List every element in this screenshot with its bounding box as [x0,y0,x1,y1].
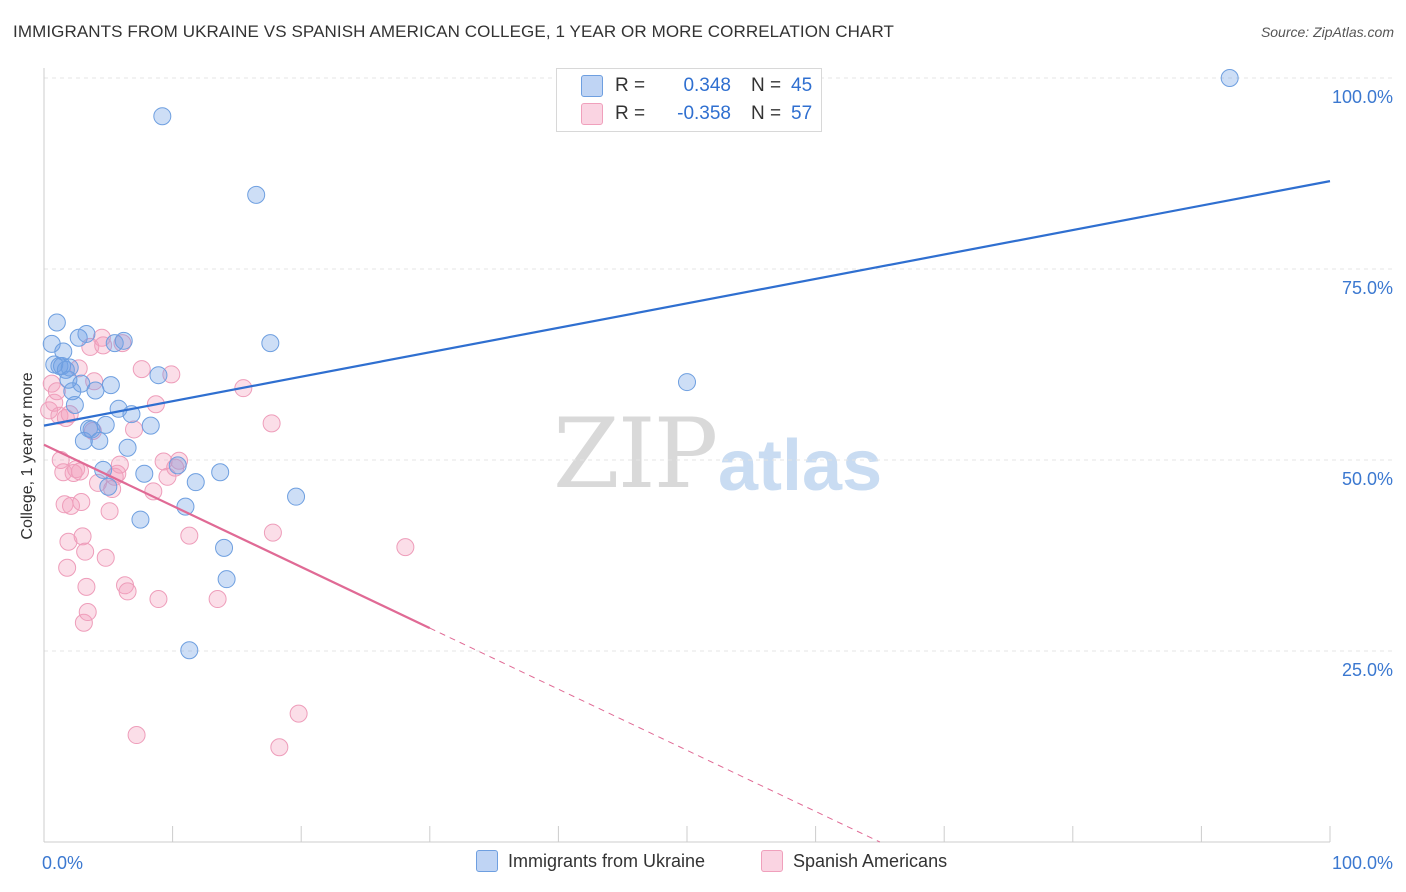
data-point-ukraine [247,185,266,204]
data-point-ukraine [1220,69,1239,87]
source-label: Source: ZipAtlas.com [1260,24,1394,40]
data-point-spanish [76,542,95,561]
x-tick-label: 0.0% [42,853,83,873]
data-point-ukraine [96,415,115,434]
legend-item-ukraine[interactable]: Immigrants from Ukraine [476,850,705,872]
y-tick-label: 100.0% [1332,87,1393,107]
legend-row-ukraine: R = 0.348 N = 45 [581,74,812,98]
n-label: N = [751,75,782,96]
watermark-atlas: atlas [718,426,883,506]
data-point-ukraine [168,456,187,475]
data-point-ukraine [153,107,172,126]
data-point-ukraine [186,473,205,492]
data-point-ukraine [47,313,66,332]
data-point-ukraine [135,464,154,483]
chart-title: IMMIGRANTS FROM UKRAINE VS SPANISH AMERI… [13,22,894,41]
n-label: N = [751,103,782,124]
data-point-ukraine [86,381,105,400]
data-point-spanish [125,420,144,439]
data-point-spanish [149,590,168,609]
r-value: -0.358 [677,103,731,124]
data-point-ukraine [99,477,118,496]
data-point-ukraine [54,342,73,361]
data-point-ukraine [63,382,82,401]
y-tick-label: 75.0% [1342,278,1393,298]
legend-swatch-ukraine [476,850,498,872]
data-point-spanish [289,704,308,723]
data-point-spanish [47,382,66,401]
data-point-ukraine [118,438,137,457]
data-point-spanish [96,548,115,567]
trendline-ukraine [43,180,1331,427]
data-point-ukraine [141,416,160,435]
trendline-spanish [43,443,431,630]
data-point-ukraine [90,431,109,450]
legend-series: Immigrants from Ukraine Spanish American… [0,850,1406,878]
y-tick-label: 25.0% [1342,660,1393,680]
r-value: 0.348 [683,75,731,96]
data-point-ukraine [149,366,168,385]
data-point-spanish [110,455,129,474]
data-point-spanish [132,360,151,379]
data-point-ukraine [211,463,230,482]
data-point-spanish [127,726,146,745]
legend-swatch-spanish [761,850,783,872]
data-point-spanish [396,538,415,557]
data-point-spanish [162,365,181,384]
data-point-spanish [118,582,137,601]
data-point-spanish [100,502,119,521]
data-point-ukraine [131,510,150,529]
data-point-ukraine [678,373,696,392]
data-point-spanish [270,738,289,757]
legend-label-ukraine: Immigrants from Ukraine [508,850,706,871]
data-point-spanish [94,336,113,355]
x-tick-label: 100.0% [1332,853,1393,873]
legend-stats: R = 0.348 N = 45 R = -0.358 N = 57 [556,68,822,132]
data-point-ukraine [287,487,306,506]
data-point-spanish [158,467,177,486]
data-point-ukraine [77,324,96,343]
data-point-ukraine [215,538,234,557]
data-point-ukraine [261,334,280,353]
data-point-spanish [59,532,78,551]
data-point-ukraine [217,570,236,589]
watermark-zip: ZIP [553,398,718,510]
legend-swatch-spanish [581,103,603,125]
data-point-spanish [154,452,173,471]
n-value: 45 [791,75,813,96]
y-tick-label: 50.0% [1342,469,1393,489]
data-point-spanish [263,523,282,542]
data-point-ukraine [101,376,120,395]
r-label: R = [615,75,646,96]
data-point-spanish [62,496,81,515]
data-point-ukraine [65,395,84,414]
data-point-spanish [262,414,281,433]
data-point-spanish [208,590,227,609]
data-point-ukraine [180,641,199,660]
data-point-spanish [180,526,199,545]
data-point-spanish [60,405,79,424]
r-label: R = [615,103,646,124]
data-point-spanish [73,527,92,546]
data-point-spanish [74,613,93,632]
trendline-spanish-extrapolated [429,627,881,843]
data-point-spanish [77,577,96,596]
legend-row-spanish: R = -0.358 N = 57 [581,102,812,126]
data-point-spanish [78,603,97,622]
data-point-spanish [72,493,91,512]
legend-swatch-ukraine [581,75,603,97]
n-value: 57 [791,103,813,124]
data-point-ukraine [114,331,133,350]
legend-item-spanish[interactable]: Spanish Americans [761,850,947,872]
data-point-spanish [58,558,77,577]
data-point-ukraine [60,358,79,377]
legend-label-spanish: Spanish Americans [793,850,948,871]
